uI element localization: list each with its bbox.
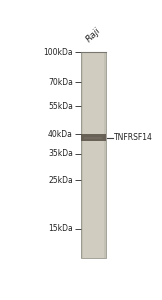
Bar	[81, 134, 106, 141]
Bar	[84, 137, 102, 139]
Text: 40kDa: 40kDa	[48, 130, 73, 139]
Text: 15kDa: 15kDa	[48, 224, 73, 233]
Bar	[81, 52, 106, 258]
Text: 100kDa: 100kDa	[43, 48, 73, 57]
Bar	[104, 52, 106, 258]
Text: 55kDa: 55kDa	[48, 102, 73, 111]
Text: 35kDa: 35kDa	[48, 149, 73, 158]
Text: Raji: Raji	[84, 26, 102, 44]
Text: 70kDa: 70kDa	[48, 78, 73, 87]
Text: TNFRSF14: TNFRSF14	[114, 133, 153, 142]
Bar	[81, 52, 82, 258]
Text: 25kDa: 25kDa	[48, 176, 73, 185]
